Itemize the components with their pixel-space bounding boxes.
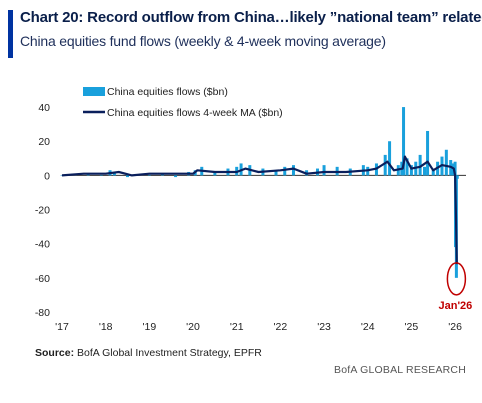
flows-bar: [405, 158, 409, 176]
legend-label-ma: China equities flows 4-week MA ($bn): [107, 107, 283, 119]
y-tick-label: -40: [35, 239, 50, 251]
x-tick-label: '18: [99, 321, 113, 333]
chart-title: Chart 20: Record outflow from China…like…: [20, 9, 482, 26]
jan26-highlight-ellipse: [446, 262, 467, 296]
y-tick-label: 20: [38, 136, 50, 148]
flows-bar: [274, 170, 278, 176]
y-tick-label: -60: [35, 273, 50, 285]
legend: China equities flows ($bn) China equitie…: [83, 86, 283, 119]
flows-bar: [147, 175, 151, 176]
branding: BofA GLOBAL RESEARCH: [334, 364, 466, 376]
flows-bar: [99, 175, 103, 176]
flows-bar: [388, 141, 392, 176]
flows-bar: [383, 154, 387, 176]
flows-bar: [453, 161, 457, 176]
chart-area: 40 20 0 -20 -40 -60 -80 '17'18'19'20'21'22'23 '…: [0, 70, 482, 350]
x-tick-label: '17: [55, 321, 69, 333]
flows-bar: [455, 175, 459, 179]
y-tick-label: -20: [35, 205, 50, 217]
x-tick-label: '20: [186, 321, 200, 333]
flows-bar: [431, 168, 435, 176]
flows-bar: [174, 175, 178, 178]
flows-bars: [60, 107, 459, 278]
flows-bar: [426, 130, 430, 176]
x-tick-label: '21: [230, 321, 244, 333]
flows-bar: [423, 166, 427, 176]
flows-bar: [322, 165, 326, 176]
source-label: Source:: [35, 347, 75, 359]
x-axis: '17 '18 '19 '20 '21 '22 '23 '24 '25 '26: [55, 321, 462, 333]
y-tick-label: 40: [38, 102, 50, 114]
x-tick-label: '22: [274, 321, 288, 333]
x-tick-label: '24: [361, 321, 375, 333]
source-text: BofA Global Investment Strategy, EPFR: [77, 347, 262, 359]
flows-bar: [291, 165, 295, 176]
chart-subtitle: China equities fund flows (weekly & 4-we…: [20, 33, 386, 49]
x-tick-label: '23: [317, 321, 331, 333]
flows-bar: [126, 175, 130, 178]
legend-swatch-flows: [83, 87, 105, 96]
x-tick-label: '25: [405, 321, 419, 333]
jan26-annotation-label: Jan'26: [438, 300, 472, 312]
flows-bar: [418, 154, 422, 176]
flows-bar: [283, 166, 287, 176]
flows-bar: [213, 171, 217, 176]
x-tick-label: '19: [143, 321, 157, 333]
ma-series-line: [61, 155, 458, 265]
title-accent-bar: [8, 10, 13, 58]
y-tick-label: -80: [35, 307, 50, 319]
y-tick-label: 0: [44, 170, 50, 182]
flows-bar: [402, 107, 406, 176]
legend-label-flows: China equities flows ($bn): [107, 86, 228, 98]
source-note: Source: BofA Global Investment Strategy,…: [35, 347, 262, 359]
y-axis: 40 20 0 -20 -40 -60 -80: [35, 102, 50, 319]
flows-bar: [444, 149, 448, 176]
x-tick-label: '26: [448, 321, 462, 333]
flows-bar: [60, 175, 64, 176]
flows-bar: [409, 165, 413, 176]
